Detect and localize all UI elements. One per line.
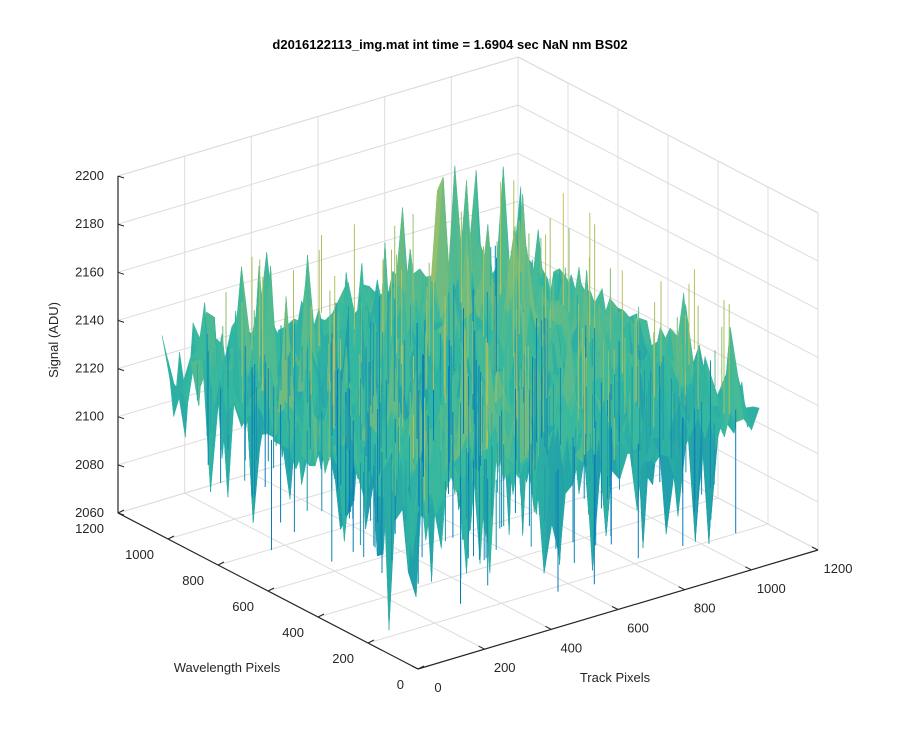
x-tick-labels: 0 200 400 600 800 1000 1200 <box>434 561 852 695</box>
z-tick-label: 2140 <box>75 312 104 327</box>
y-axis-title: Wavelength Pixels <box>174 660 281 675</box>
x-tick-mark <box>611 606 619 610</box>
y-tick-mark <box>117 509 125 514</box>
z-tick-label: 2120 <box>75 361 104 376</box>
wall-gridline <box>117 104 519 225</box>
x-tick-mark <box>411 665 419 670</box>
z-tick-label: 2200 <box>75 168 104 183</box>
z-tick-mark <box>117 319 125 323</box>
x-tick-label: 400 <box>560 640 582 655</box>
z-axis-title: Signal (ADU) <box>46 302 61 378</box>
wall-gridline <box>517 152 819 310</box>
wall-gridline <box>517 200 819 358</box>
x-tick-mark <box>811 546 819 551</box>
x-tick-mark <box>478 645 485 650</box>
x-tick-label: 800 <box>694 601 716 616</box>
y-tick-label: 400 <box>282 625 304 640</box>
y-tick-mark <box>317 613 325 618</box>
y-tick-mark <box>417 665 425 670</box>
floor-gridline <box>317 497 719 618</box>
z-tick-mark <box>117 416 125 420</box>
z-tick-mark <box>117 175 125 179</box>
x-tick-label: 1200 <box>824 561 853 576</box>
x-tick-label: 600 <box>627 621 649 636</box>
y-tick-label: 800 <box>182 573 204 588</box>
box-edge <box>517 56 819 214</box>
z-tick-label: 2080 <box>75 457 104 472</box>
y-tick-labels: 0 200 400 600 800 1000 1200 <box>75 521 404 692</box>
y-tick-mark <box>267 587 275 592</box>
z-tick-mark <box>117 512 125 516</box>
box-edge <box>117 56 519 177</box>
x-tick-mark <box>678 586 685 591</box>
y-tick-label: 1200 <box>75 521 104 536</box>
y-tick-mark <box>367 639 375 644</box>
chart-title: d2016122113_img.mat int time = 1.6904 se… <box>272 37 627 52</box>
wall-gridline <box>517 104 819 262</box>
y-tick-mark <box>217 561 225 566</box>
floor-gridline <box>367 523 769 644</box>
x-axis-title: Track Pixels <box>580 670 651 685</box>
surface-patch <box>745 406 760 431</box>
surface-plot <box>161 165 760 631</box>
x-tick-label: 200 <box>494 660 516 675</box>
z-tick-mark <box>117 368 125 372</box>
z-tick-mark <box>117 223 125 227</box>
x-tick-mark <box>545 625 552 630</box>
x-tick-label: 1000 <box>757 581 786 596</box>
z-tick-mark <box>117 271 125 275</box>
z-tick-label: 2060 <box>75 505 104 520</box>
y-tick-label: 0 <box>397 677 404 692</box>
wall-gridline <box>117 152 519 273</box>
z-tick-label: 2100 <box>75 409 104 424</box>
x-tick-label: 0 <box>434 680 441 695</box>
y-tick-mark <box>167 535 175 540</box>
axis-lines <box>117 175 819 670</box>
z-tick-mark <box>117 464 125 468</box>
wall-gridline <box>517 249 819 407</box>
y-tick-label: 200 <box>332 651 354 666</box>
z-tick-label: 2180 <box>75 216 104 231</box>
x-tick-mark <box>745 566 752 571</box>
y-tick-label: 600 <box>232 599 254 614</box>
z-tick-label: 2160 <box>75 264 104 279</box>
y-tick-label: 1000 <box>125 547 154 562</box>
z-tick-labels: 2060 2080 2100 2120 2140 2160 2180 2200 <box>75 168 104 520</box>
